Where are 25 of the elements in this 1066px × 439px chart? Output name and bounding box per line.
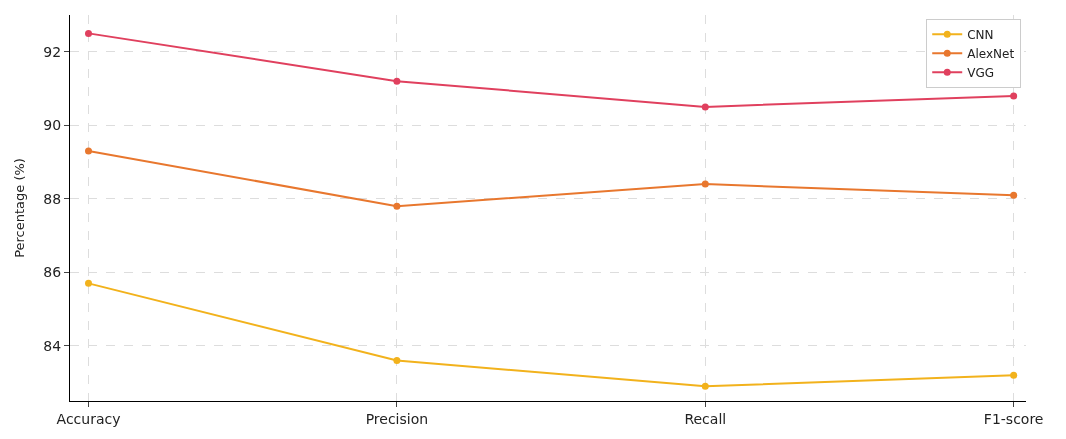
x-tick-label: F1-score [983,410,1044,427]
point [85,29,92,37]
point [393,77,401,85]
y-tick-label: 88 [43,190,62,207]
y-tick-label: 84 [43,337,62,354]
legend-label: CNN [967,28,994,43]
y-tick-label: 92 [43,43,62,60]
x-tick-label: Precision [365,410,429,427]
point [701,180,709,188]
point [1010,191,1018,199]
y-axis-title: Percentage (%) [12,158,28,258]
y-tick-label: 86 [43,264,62,281]
legend-label: AlexNet [967,47,1015,62]
point [85,147,92,155]
point [85,279,92,287]
point [393,357,401,365]
x-tick-label: Recall [684,410,727,427]
point [701,382,709,390]
point [701,103,709,111]
point [1010,92,1018,100]
point [1010,371,1018,379]
legend-label: VGG [967,66,995,81]
y-tick-label: 90 [43,117,62,134]
x-tick-label: Accuracy [56,410,121,427]
point [393,202,401,210]
